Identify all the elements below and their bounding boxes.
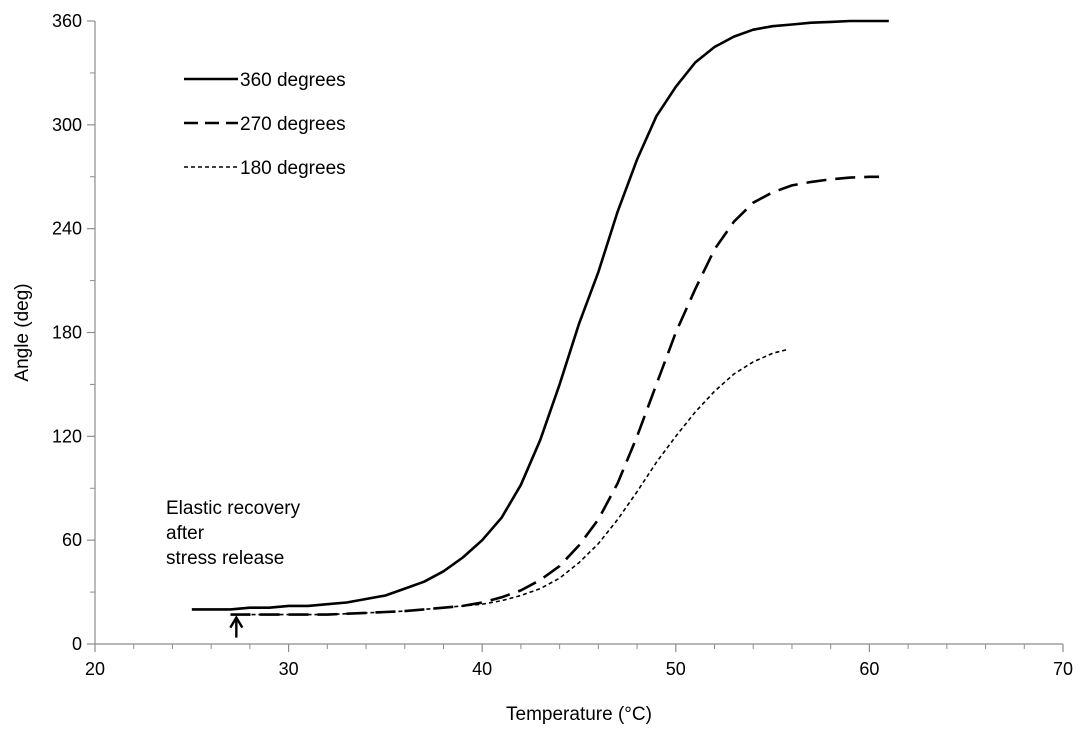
series-layer	[191, 19, 889, 616]
x-axis-title: Temperature (°C)	[506, 704, 652, 725]
x-tick-label: 60	[859, 659, 879, 679]
x-tick-label: 40	[472, 659, 492, 679]
annotation-text-line-3: stress release	[166, 548, 284, 569]
y-tick-label: 0	[72, 634, 82, 654]
legend-label-1: 360 degrees	[240, 70, 346, 91]
x-tick-label: 20	[85, 659, 105, 679]
legend: 360 degrees 270 degrees 180 degrees	[184, 70, 346, 179]
annotation-text-line-2: after	[166, 523, 205, 544]
annotation-text-line-1: Elastic recovery	[166, 498, 301, 519]
annotation-arrow-head	[229, 615, 244, 629]
annotation: Elastic recovery after stress release	[166, 498, 301, 638]
series-line-3	[230, 349, 787, 616]
y-tick-label: 360	[52, 11, 82, 31]
y-tick-label: 180	[52, 323, 82, 343]
x-tick-label: 50	[666, 659, 686, 679]
y-tick-label: 240	[52, 219, 82, 239]
x-axis-ticks: 20 30 40 50 60 70	[85, 644, 1073, 679]
series-line-1	[191, 19, 889, 611]
y-axis-title: Angle (deg)	[12, 283, 33, 381]
legend-label-2: 270 degrees	[240, 114, 346, 135]
y-tick-label: 300	[52, 115, 82, 135]
legend-label-3: 180 degrees	[240, 158, 346, 179]
y-tick-label: 60	[62, 530, 82, 550]
x-tick-label: 70	[1053, 659, 1073, 679]
y-axis-ticks: 0 60 120 180 240 300 360	[52, 11, 95, 654]
x-tick-label: 30	[279, 659, 299, 679]
series-line-2	[230, 175, 880, 616]
y-tick-label: 120	[52, 426, 82, 446]
